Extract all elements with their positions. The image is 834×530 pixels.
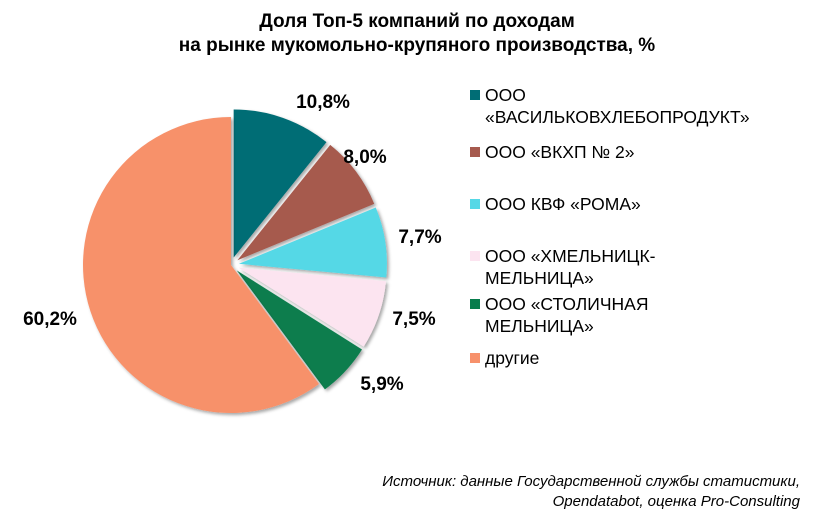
legend-label: ООО «ХМЕЛЬНИЦК- xyxy=(485,246,656,266)
legend-label: МЕЛЬНИЦА» xyxy=(485,316,594,336)
legend: ООО «ВАСИЛЬКОВХЛЕБОПРОДУКТ» ООО «ВКХП № 2»… xyxy=(470,84,810,369)
data-label: 60,2% xyxy=(23,309,77,330)
legend-swatch xyxy=(470,299,480,309)
legend-swatch xyxy=(470,353,480,363)
chart-title: Доля Топ-5 компаний по доходам на рынке … xyxy=(0,10,834,58)
legend-swatch xyxy=(470,90,480,100)
pie-slice xyxy=(237,144,375,261)
title-line-1: Доля Топ-5 компаний по доходам xyxy=(259,11,575,32)
legend-label: МЕЛЬНИЦА» xyxy=(485,268,594,288)
legend-label: «ВАСИЛЬКОВХЛЕБОПРОДУКТ» xyxy=(485,107,750,127)
legend-label: ООО «СТОЛИЧНАЯ xyxy=(485,294,649,314)
data-label: 8,0% xyxy=(343,147,386,168)
legend-item: ООО КВФ «РОМА» xyxy=(470,193,810,215)
legend-item: ООО «ВКХП № 2» xyxy=(470,141,810,163)
title-line-2: на рынке мукомольно-крупяного производст… xyxy=(178,35,656,56)
data-label: 7,5% xyxy=(392,309,435,330)
legend-label: ООО КВФ «РОМА» xyxy=(485,194,641,214)
legend-label: ООО «ВКХП № 2» xyxy=(485,142,635,162)
pie-slice xyxy=(233,109,327,258)
source-note: Источник: данные Государственной службы … xyxy=(382,472,800,512)
source-line-2: Opendatabot, оценка Pro-Consulting xyxy=(552,493,800,510)
data-label: 7,7% xyxy=(398,227,441,248)
legend-label: ООО xyxy=(485,85,526,105)
data-label: 10,8% xyxy=(296,92,350,113)
pie-slice xyxy=(238,267,386,347)
pie-slice xyxy=(238,207,387,278)
legend-swatch xyxy=(470,199,480,209)
data-label: 5,9% xyxy=(360,374,403,395)
legend-swatch xyxy=(470,147,480,157)
legend-item: ООО «ХМЕЛЬНИЦК- МЕЛЬНИЦА» xyxy=(470,245,810,289)
legend-label: другие xyxy=(485,348,540,368)
legend-item: другие xyxy=(470,347,810,369)
source-line-1: Источник: данные Государственной службы … xyxy=(382,473,800,490)
legend-swatch xyxy=(470,251,480,261)
pie-slice xyxy=(236,270,362,390)
legend-item: ООО «ВАСИЛЬКОВХЛЕБОПРОДУКТ» xyxy=(470,84,810,128)
pie-slice xyxy=(83,117,320,414)
legend-item: ООО «СТОЛИЧНАЯ МЕЛЬНИЦА» xyxy=(470,293,810,337)
